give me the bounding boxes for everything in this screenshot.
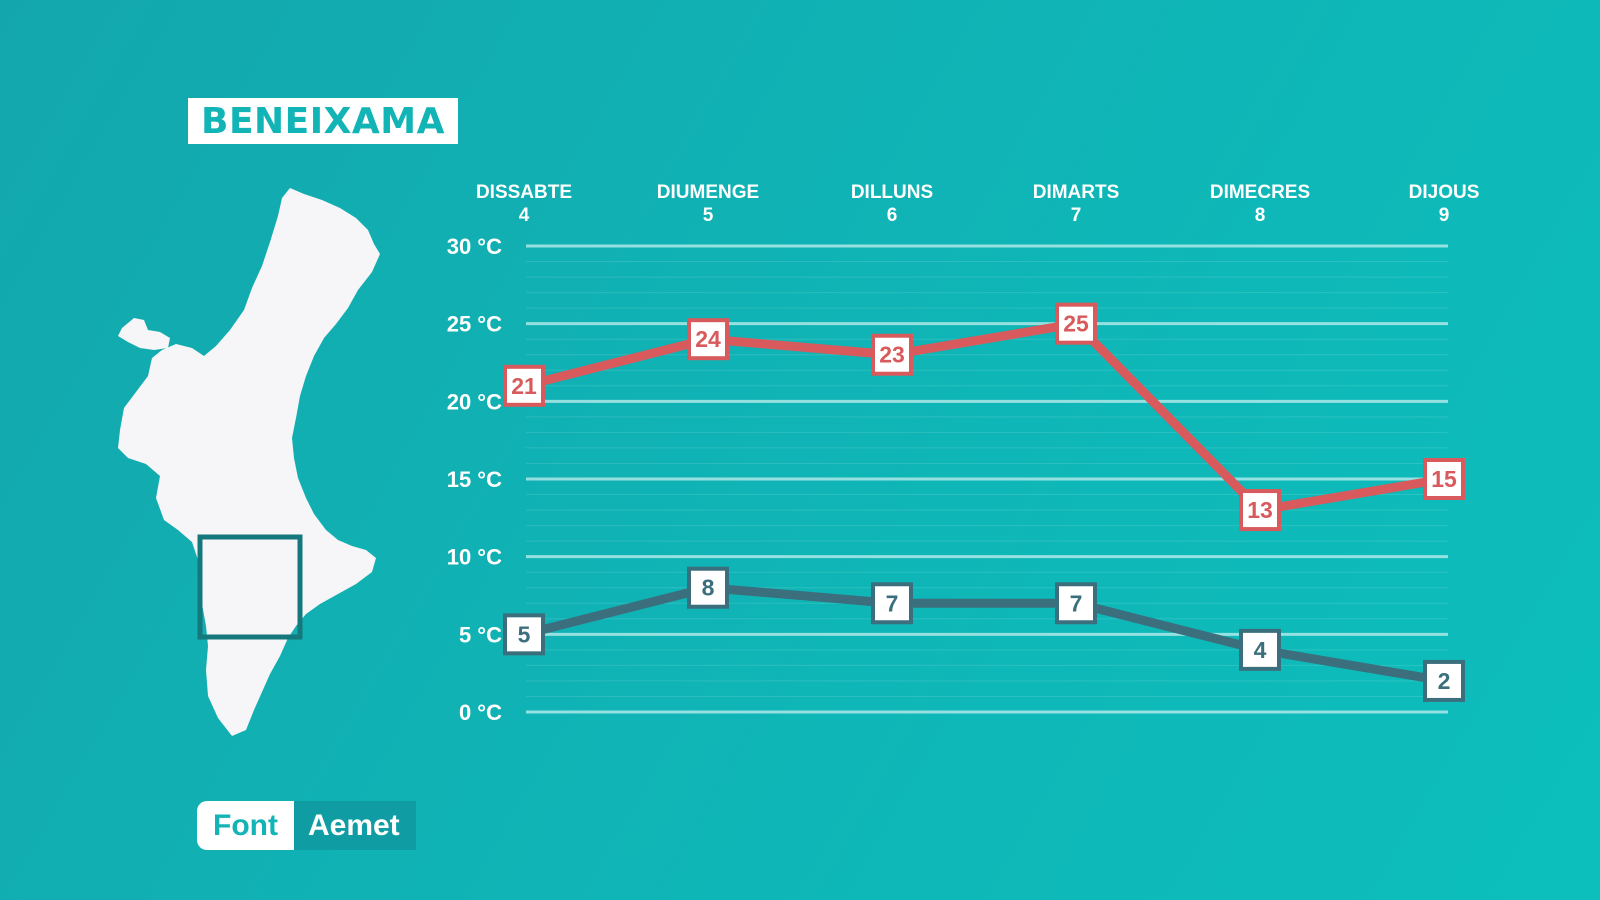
day-name-label: DIJOUS bbox=[1409, 182, 1480, 203]
series-line-min bbox=[519, 583, 1449, 686]
source-label: Font bbox=[197, 801, 294, 850]
data-label-max: 15 bbox=[1431, 466, 1457, 492]
data-point-box bbox=[687, 566, 729, 609]
day-number-label: 8 bbox=[1255, 205, 1266, 226]
data-point-max: 13 bbox=[1239, 489, 1281, 532]
day-number-label: 9 bbox=[1439, 205, 1450, 226]
day-number-label: 5 bbox=[703, 205, 714, 226]
day-name-label: DISSABTE bbox=[476, 182, 572, 203]
series-line-max bbox=[519, 319, 1449, 515]
region-map-enclave bbox=[118, 318, 170, 350]
data-point-min: 4 bbox=[1239, 628, 1281, 671]
data-point-box bbox=[871, 582, 913, 625]
day-name-label: DIMECRES bbox=[1210, 182, 1310, 203]
data-point-box bbox=[1239, 628, 1281, 671]
data-point-box bbox=[1423, 458, 1465, 500]
data-point-min: 5 bbox=[503, 613, 545, 656]
data-point-box bbox=[503, 364, 545, 407]
data-point-max: 25 bbox=[1055, 302, 1097, 345]
data-point-min: 7 bbox=[1055, 582, 1097, 625]
data-point-box bbox=[687, 318, 729, 361]
data-label-max: 21 bbox=[511, 373, 537, 399]
y-tick-label: 5 °C bbox=[459, 622, 502, 647]
data-point-max: 15 bbox=[1423, 458, 1465, 500]
source-value: Aemet bbox=[293, 801, 416, 850]
y-tick-label: 10 °C bbox=[447, 545, 502, 570]
area-highlight-box bbox=[197, 534, 303, 640]
y-tick-label: 20 °C bbox=[447, 389, 502, 414]
major-gridlines bbox=[526, 244, 1448, 714]
source-badge: Font Aemet bbox=[197, 801, 416, 850]
region-map-shape bbox=[118, 188, 380, 736]
data-label-min: 4 bbox=[1254, 637, 1267, 663]
data-point-min: 2 bbox=[1423, 659, 1465, 702]
day-number-label: 6 bbox=[887, 205, 898, 226]
location-title: BENEIXAMA bbox=[201, 100, 445, 142]
series-points: 21 24 23 25 13 15 5 8 7 7 4 2 bbox=[503, 302, 1465, 702]
y-tick-label: 15 °C bbox=[447, 467, 502, 492]
data-label-min: 2 bbox=[1438, 668, 1451, 694]
data-point-box bbox=[1423, 659, 1465, 702]
data-point-box bbox=[871, 333, 913, 376]
region-map bbox=[118, 188, 380, 736]
data-label-max: 24 bbox=[695, 326, 721, 352]
day-name-label: DILLUNS bbox=[851, 182, 933, 203]
data-point-box bbox=[1055, 302, 1097, 345]
data-label-max: 25 bbox=[1063, 311, 1089, 337]
data-point-box bbox=[1055, 582, 1097, 625]
data-point-min: 7 bbox=[871, 582, 913, 625]
data-point-box bbox=[503, 613, 545, 656]
data-label-min: 8 bbox=[702, 575, 715, 601]
data-point-min: 8 bbox=[687, 566, 729, 609]
day-number-label: 4 bbox=[519, 205, 530, 226]
y-tick-label: 30 °C bbox=[447, 234, 502, 259]
location-title-box: BENEIXAMA bbox=[188, 98, 458, 144]
day-name-label: DIUMENGE bbox=[657, 182, 759, 203]
data-point-max: 21 bbox=[503, 364, 545, 407]
data-label-max: 23 bbox=[879, 342, 905, 368]
series-lines bbox=[519, 319, 1449, 686]
y-axis-ticks: 30 °C 25 °C 20 °C 15 °C 10 °C 5 °C 0 °C bbox=[447, 234, 502, 725]
minor-gridlines bbox=[526, 261, 1448, 697]
data-point-max: 23 bbox=[871, 333, 913, 376]
data-label-min: 7 bbox=[886, 590, 899, 616]
data-label-min: 5 bbox=[518, 621, 531, 647]
y-tick-label: 25 °C bbox=[447, 312, 502, 337]
data-label-min: 7 bbox=[1070, 590, 1083, 616]
y-tick-label: 0 °C bbox=[459, 700, 502, 725]
data-label-max: 13 bbox=[1247, 497, 1273, 523]
data-point-max: 24 bbox=[687, 318, 729, 361]
day-number-label: 7 bbox=[1071, 205, 1082, 226]
data-point-box bbox=[1239, 489, 1281, 532]
day-name-label: DIMARTS bbox=[1033, 182, 1120, 203]
